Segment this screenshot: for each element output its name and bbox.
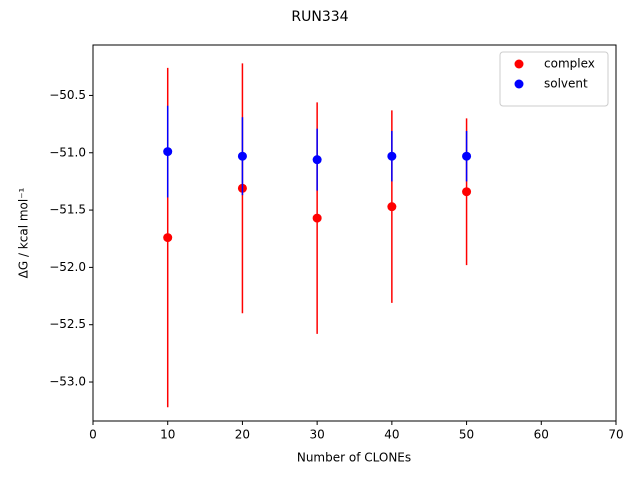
point	[163, 147, 173, 157]
x-tick-label: 30	[310, 428, 325, 442]
x-tick-label: 10	[160, 428, 175, 442]
x-axis-label: Number of CLONEs	[297, 451, 411, 465]
x-tick-label: 60	[534, 428, 549, 442]
y-tick-label: −52.0	[49, 260, 86, 274]
point	[387, 202, 397, 212]
legend-box	[499, 51, 609, 107]
y-tick-label: −51.0	[49, 145, 86, 159]
y-tick-label: −52.5	[49, 317, 86, 331]
x-tick-label: 40	[384, 428, 399, 442]
point	[163, 233, 173, 243]
x-tick-label: 70	[608, 428, 623, 442]
point	[312, 155, 322, 165]
legend-marker	[514, 79, 524, 89]
legend-label: solvent	[544, 77, 588, 91]
x-tick-label: 50	[459, 428, 474, 442]
point	[312, 213, 322, 223]
point	[387, 151, 397, 161]
point	[462, 151, 472, 161]
x-tick-label: 20	[235, 428, 250, 442]
y-tick-label: −51.5	[49, 203, 86, 217]
legend-marker	[514, 59, 524, 69]
x-tick-label: 0	[89, 428, 97, 442]
y-tick-label: −50.5	[49, 88, 86, 102]
plot-frame	[92, 44, 617, 422]
point	[462, 187, 472, 197]
point	[237, 151, 247, 161]
legend-label: complex	[544, 57, 595, 71]
chart-title: RUN334	[291, 9, 348, 25]
y-tick-label: −53.0	[49, 375, 86, 389]
y-axis-label: ΔG / kcal mol⁻¹	[17, 187, 31, 278]
